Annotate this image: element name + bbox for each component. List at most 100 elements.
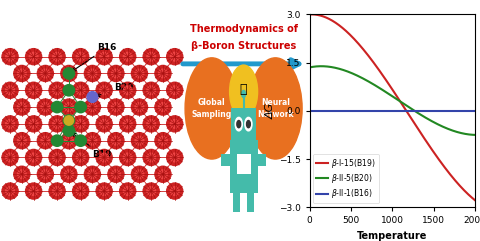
Circle shape: [87, 102, 97, 112]
Circle shape: [17, 136, 27, 146]
Circle shape: [119, 48, 136, 65]
Circle shape: [13, 65, 31, 82]
Circle shape: [84, 132, 101, 149]
Circle shape: [166, 48, 183, 65]
$\beta$-II-5(B20): [382, 90, 388, 93]
Circle shape: [40, 68, 50, 79]
Circle shape: [48, 115, 66, 133]
Circle shape: [166, 149, 183, 166]
Circle shape: [158, 169, 168, 179]
$\beta$-I-15(B19): [418, 131, 423, 134]
Circle shape: [87, 68, 97, 79]
$\beta$-II-5(B20): [472, 134, 478, 136]
Circle shape: [17, 169, 27, 179]
Circle shape: [75, 85, 86, 95]
Circle shape: [166, 182, 183, 200]
Circle shape: [62, 124, 75, 137]
Circle shape: [107, 132, 125, 149]
Circle shape: [154, 132, 172, 149]
Legend: $\beta$-I-15(B19), $\beta$-II-5(B20), $\beta$-II-1(B16): $\beta$-I-15(B19), $\beta$-II-5(B20), $\…: [313, 154, 379, 203]
Circle shape: [119, 115, 136, 133]
Circle shape: [60, 65, 78, 82]
Circle shape: [40, 102, 50, 112]
Circle shape: [170, 119, 180, 129]
Bar: [229, 140, 258, 193]
Circle shape: [25, 149, 42, 166]
$\beta$-II-1(B16): [404, 109, 410, 112]
Circle shape: [1, 115, 19, 133]
Circle shape: [1, 182, 19, 200]
Circle shape: [5, 152, 15, 162]
Circle shape: [25, 48, 42, 65]
Circle shape: [84, 98, 101, 116]
Circle shape: [134, 102, 144, 112]
Circle shape: [84, 166, 101, 183]
Circle shape: [72, 81, 89, 99]
Circle shape: [99, 52, 109, 62]
Circle shape: [134, 169, 144, 179]
$\beta$-II-1(B16): [472, 109, 478, 112]
Line: $\beta$-I-15(B19): $\beta$-I-15(B19): [310, 14, 475, 200]
Circle shape: [96, 81, 113, 99]
Circle shape: [62, 84, 75, 97]
Bar: [247, 193, 254, 212]
Circle shape: [146, 52, 156, 62]
Circle shape: [29, 85, 38, 95]
Circle shape: [5, 85, 15, 95]
Circle shape: [52, 186, 62, 196]
Circle shape: [5, 119, 15, 129]
Circle shape: [48, 48, 66, 65]
Circle shape: [143, 182, 160, 200]
Circle shape: [25, 81, 42, 99]
Circle shape: [36, 65, 54, 82]
Circle shape: [48, 182, 66, 200]
Circle shape: [64, 102, 74, 112]
Circle shape: [29, 52, 38, 62]
$\beta$-II-5(B20): [307, 66, 312, 69]
Circle shape: [143, 48, 160, 65]
Circle shape: [64, 116, 73, 125]
Circle shape: [60, 98, 78, 116]
Circle shape: [87, 136, 97, 146]
$\beta$-I-15(B19): [309, 13, 315, 16]
Y-axis label: ΔG: ΔG: [266, 103, 276, 119]
Circle shape: [64, 68, 74, 79]
Circle shape: [87, 169, 97, 179]
Circle shape: [36, 166, 54, 183]
Circle shape: [134, 68, 144, 79]
Circle shape: [72, 182, 89, 200]
$\beta$-II-5(B20): [418, 113, 423, 116]
Circle shape: [154, 65, 172, 82]
Text: Thermodynamics of: Thermodynamics of: [190, 24, 298, 34]
Circle shape: [64, 136, 74, 146]
Bar: [237, 154, 251, 174]
Circle shape: [134, 136, 144, 146]
Circle shape: [131, 98, 148, 116]
Circle shape: [40, 136, 50, 146]
Circle shape: [185, 58, 239, 159]
Circle shape: [143, 81, 160, 99]
Circle shape: [60, 166, 78, 183]
Text: Global
Sampling: Global Sampling: [192, 98, 232, 119]
Bar: [231, 108, 256, 145]
Circle shape: [48, 149, 66, 166]
Circle shape: [17, 68, 27, 79]
Circle shape: [74, 101, 87, 114]
Circle shape: [107, 65, 125, 82]
$\beta$-II-5(B20): [432, 121, 437, 124]
Bar: [221, 154, 229, 166]
Circle shape: [247, 120, 251, 128]
Circle shape: [96, 182, 113, 200]
Circle shape: [154, 166, 172, 183]
Circle shape: [52, 119, 62, 129]
Circle shape: [143, 149, 160, 166]
Line: $\beta$-II-5(B20): $\beta$-II-5(B20): [310, 66, 475, 135]
Circle shape: [62, 114, 75, 127]
$\beta$-II-5(B20): [336, 67, 342, 70]
Circle shape: [119, 182, 136, 200]
Circle shape: [170, 85, 180, 95]
Circle shape: [122, 119, 133, 129]
Circle shape: [99, 85, 109, 95]
Text: Neural
Network: Neural Network: [257, 98, 294, 119]
Circle shape: [158, 136, 168, 146]
